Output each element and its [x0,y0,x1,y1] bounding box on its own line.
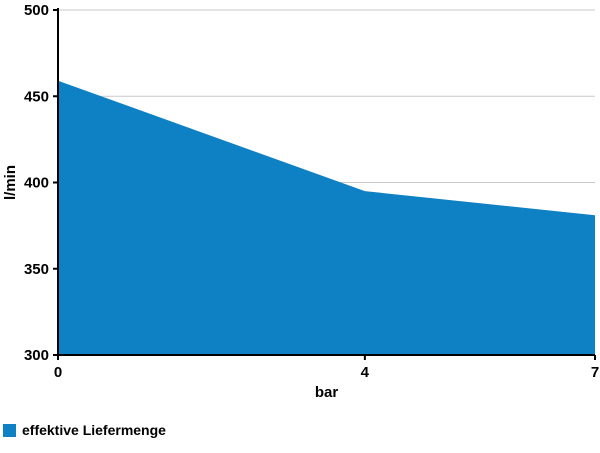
x-tick-label: 4 [361,364,370,381]
x-tick-label: 0 [54,364,62,381]
legend: effektive Liefermenge [3,422,166,438]
area-chart: 300 350 400 450 500 0 4 7 l/min bar [2,2,599,401]
area-series [58,80,595,355]
y-axis-title: l/min [2,165,19,200]
x-tick-label: 7 [591,364,599,381]
y-tick-label: 400 [24,175,49,192]
x-axis-title: bar [315,384,339,401]
y-tick-label: 350 [24,261,49,278]
legend-label: effektive Liefermenge [22,422,166,438]
y-tick-label: 450 [24,88,49,105]
y-tick-label: 500 [24,2,49,19]
y-tick-label: 300 [24,347,49,364]
legend-swatch-icon [3,423,16,437]
